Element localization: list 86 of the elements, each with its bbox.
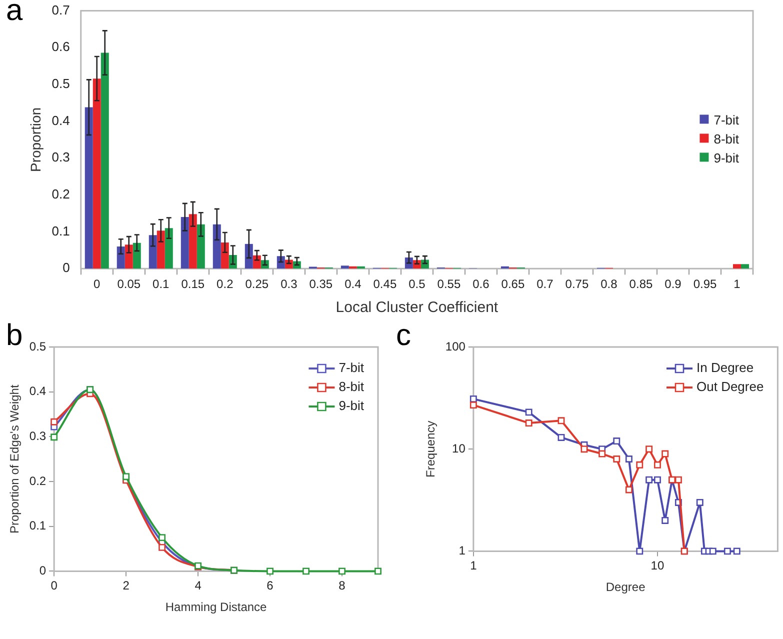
bar xyxy=(100,52,109,269)
chart-title: b xyxy=(6,319,23,353)
x-tick-label: 0 xyxy=(94,277,101,292)
bar xyxy=(500,266,509,269)
x-tick-label: 6 xyxy=(266,578,274,593)
bar xyxy=(84,107,93,269)
x-tick-label: 0.5 xyxy=(408,277,426,292)
x-tick-label: 2 xyxy=(122,578,130,593)
x-tick-label: 0.4 xyxy=(344,277,362,292)
bar xyxy=(244,244,253,269)
y-tick-label: 10 xyxy=(452,441,466,456)
x-tick-label: 4 xyxy=(194,578,202,593)
x-tick-label: 0.7 xyxy=(536,277,554,292)
bar xyxy=(196,224,205,269)
point xyxy=(122,473,130,480)
x-tick-label: 0.55 xyxy=(437,277,461,292)
y-tick-label: 0.1 xyxy=(29,518,46,533)
y-tick-label: 0.5 xyxy=(52,76,70,92)
bar xyxy=(732,264,741,269)
y-axis-title: Frequency xyxy=(424,420,438,478)
x-axis-title: Degree xyxy=(606,580,646,594)
y-tick-label: 0.3 xyxy=(29,428,46,443)
legend-label: 7-bit xyxy=(338,360,364,376)
x-tick-label: 8 xyxy=(338,578,346,593)
x-tick-label: 1 xyxy=(734,277,741,292)
y-tick-label: 0.3 xyxy=(52,150,70,165)
y-tick-label: 0.6 xyxy=(52,39,70,54)
x-tick-label: 0.45 xyxy=(373,277,397,292)
point xyxy=(302,568,310,575)
y-tick-label: 0.2 xyxy=(52,186,70,202)
x-axis-title: Hamming Distance xyxy=(165,600,268,614)
x-tick-label: 0.05 xyxy=(117,277,141,292)
x-tick-label: 0.65 xyxy=(501,277,525,292)
x-tick-label: 0.6 xyxy=(472,277,490,292)
x-tick-label: 0.75 xyxy=(565,277,589,292)
x-tick-label: 0.3 xyxy=(280,277,298,292)
legend-label: In Degree xyxy=(696,360,754,376)
point xyxy=(50,418,58,426)
x-tick-label: 0.8 xyxy=(600,277,618,292)
point xyxy=(266,568,274,575)
bar xyxy=(116,246,125,269)
y-axis-title: Proportion xyxy=(27,107,44,172)
y-tick-label: 100 xyxy=(445,339,466,354)
bar xyxy=(340,266,349,269)
legend-label: 9-bit xyxy=(338,398,364,414)
x-tick-label: 0.25 xyxy=(245,277,269,292)
legend-label: 8-bit xyxy=(714,131,740,146)
y-tick-label: 0.4 xyxy=(29,384,46,398)
x-axis-title: Local Cluster Coefficient xyxy=(336,299,499,316)
y-tick-label: 0.5 xyxy=(29,339,46,354)
x-tick-label: 0.95 xyxy=(693,277,717,292)
bar xyxy=(212,224,221,269)
x-tick-label: 0.2 xyxy=(216,277,234,292)
x-tick-label: 0.15 xyxy=(181,277,205,292)
point xyxy=(158,534,166,542)
x-tick-label: 0.1 xyxy=(152,277,170,292)
bar xyxy=(188,214,197,269)
bar xyxy=(156,230,165,269)
bar xyxy=(92,78,101,269)
point xyxy=(158,544,166,551)
x-tick-label: 0.35 xyxy=(309,277,333,292)
y-tick-label: 0.2 xyxy=(29,474,46,488)
bar xyxy=(348,266,357,269)
legend-label: Out Degree xyxy=(696,379,764,394)
legend-label: 8-bit xyxy=(338,379,364,394)
bar xyxy=(132,242,141,269)
legend-label: 9-bit xyxy=(714,150,740,166)
bar xyxy=(148,235,157,269)
point xyxy=(50,434,58,441)
chart-title: a xyxy=(6,0,23,28)
bar xyxy=(180,217,189,269)
chart-title: c xyxy=(396,319,411,353)
point xyxy=(338,568,346,575)
y-tick-label: 0.4 xyxy=(52,112,70,128)
y-tick-label: 0.7 xyxy=(52,2,70,18)
bar xyxy=(164,228,173,269)
y-tick-label: 1 xyxy=(458,544,466,558)
bar xyxy=(356,266,365,269)
y-tick-label: 0 xyxy=(62,260,70,276)
x-tick-label: 0.9 xyxy=(664,277,682,292)
y-axis-title: Proportion of Edge's Weight xyxy=(8,384,22,534)
y-tick-label: 0.1 xyxy=(52,223,70,238)
x-tick-label: 0.85 xyxy=(629,277,653,292)
point xyxy=(374,568,382,575)
bar xyxy=(741,264,749,269)
legend-label: 7-bit xyxy=(714,112,740,128)
